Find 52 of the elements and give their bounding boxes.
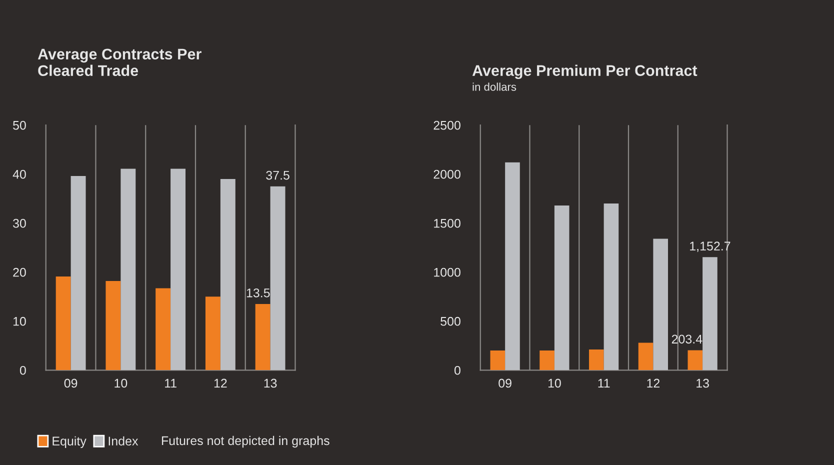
- text: Futures not depicted in graphs: [162, 436, 330, 448]
- legend-label: Equity: [52, 436, 86, 448]
- y-tick-label: 2000: [434, 170, 460, 179]
- bar: [255, 304, 270, 370]
- y-tick-label: 30: [13, 218, 26, 228]
- y-tick-label: 1000: [434, 268, 460, 277]
- x-tick-label: 12: [214, 378, 227, 388]
- bar: [604, 204, 619, 370]
- x-tick-label: 09: [498, 378, 512, 388]
- y-tick-label: 40: [12, 170, 26, 179]
- y-tick-label: 20: [13, 268, 26, 277]
- y-tick-label: 500: [440, 316, 460, 326]
- bar: [270, 186, 286, 370]
- bar: [70, 176, 86, 370]
- y-tick-label: 0: [20, 366, 26, 375]
- bar: [220, 178, 236, 370]
- y-tick-label: 1500: [434, 218, 460, 228]
- x-tick-label: 09: [64, 378, 78, 388]
- x-tick-label: 11: [165, 378, 176, 388]
- x-tick-label: 13: [696, 378, 709, 388]
- legend-label: Index: [108, 436, 138, 446]
- bar: [589, 350, 604, 370]
- bar: [205, 296, 220, 370]
- data-label: 37.5: [266, 170, 290, 180]
- data-label: 1,152.7: [690, 242, 730, 252]
- y-tick-label: 0: [454, 366, 460, 375]
- bar: [490, 350, 506, 370]
- x-tick-label: 13: [264, 378, 277, 388]
- chart-title: Average Contracts Per Cleared Trade: [38, 48, 202, 76]
- y-tick-label: 50: [13, 120, 26, 130]
- x-tick-label: 12: [647, 378, 660, 388]
- data-label: 203.4: [672, 334, 702, 344]
- bar: [56, 276, 71, 370]
- chart-subtitle: in dollars: [472, 82, 516, 91]
- bar: [170, 168, 186, 370]
- y-tick-label: 2500: [434, 120, 460, 130]
- bar: [653, 238, 668, 370]
- x-tick-label: 10: [114, 378, 128, 388]
- bar: [505, 162, 520, 370]
- chart-title: Average Premium Per Contract: [472, 64, 698, 80]
- bar: [106, 280, 121, 370]
- data-label: 13.5: [246, 288, 270, 298]
- bar: [688, 350, 703, 370]
- bar: [554, 205, 570, 370]
- bar: [120, 168, 136, 370]
- x-tick-label: 10: [548, 378, 561, 388]
- bar: [702, 257, 718, 370]
- bar: [156, 288, 171, 370]
- x-tick-label: 11: [598, 378, 610, 388]
- bar: [638, 342, 654, 370]
- y-tick-label: 10: [13, 316, 26, 326]
- bar: [540, 350, 554, 370]
